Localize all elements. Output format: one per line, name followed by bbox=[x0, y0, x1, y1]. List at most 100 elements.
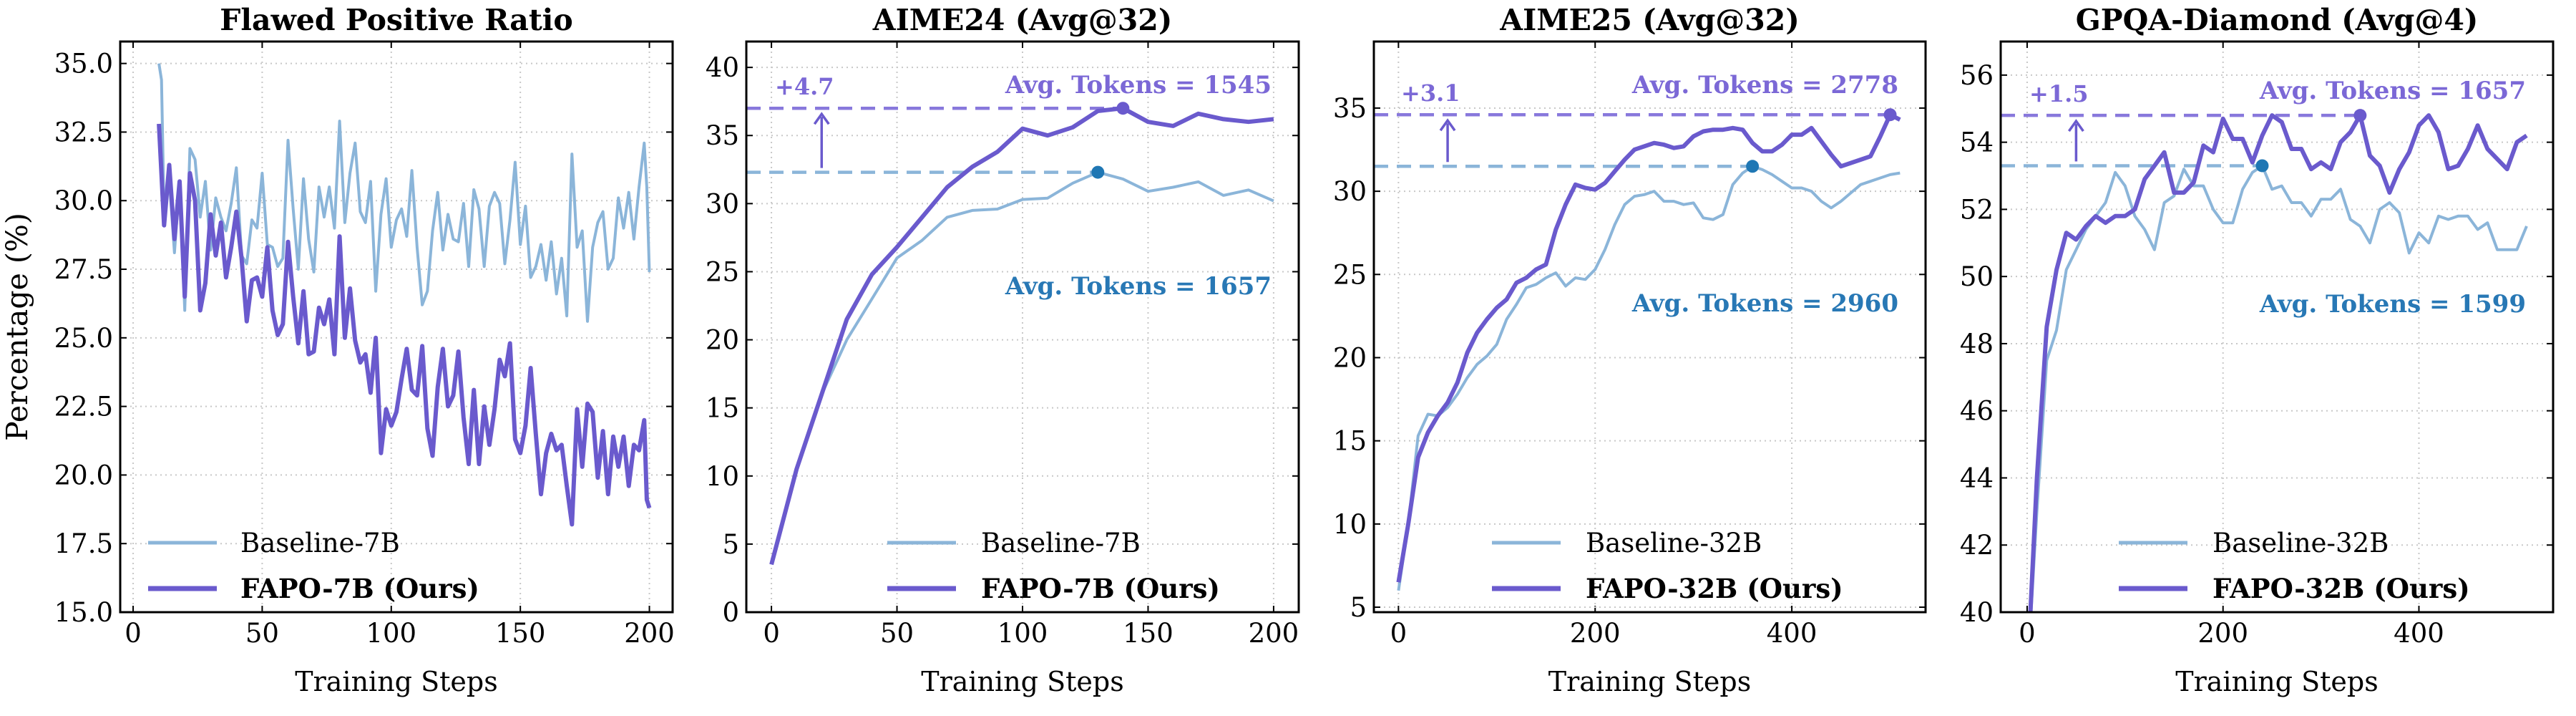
axes-frame bbox=[119, 40, 674, 614]
y-tick-label: 50 bbox=[1960, 261, 1994, 292]
y-tick-label: 15 bbox=[706, 393, 739, 424]
gain-label: +1.5 bbox=[2029, 80, 2088, 107]
axes-frame bbox=[745, 40, 1300, 614]
y-tick-label: 15.0 bbox=[54, 597, 113, 628]
x-tick-label: 0 bbox=[2019, 618, 2036, 649]
baseline-series-line bbox=[157, 63, 651, 323]
x-tick-label: 400 bbox=[1767, 618, 1818, 649]
x-axis-label: Training Steps bbox=[921, 666, 1123, 697]
y-tick-label: 25 bbox=[706, 256, 739, 287]
y-tick-label: 56 bbox=[1960, 60, 1994, 91]
x-tick-label: 150 bbox=[1123, 618, 1174, 649]
legend-label-fapo: FAPO-7B (Ours) bbox=[981, 573, 1220, 604]
subplot-title: GPQA-Diamond (Avg@4) bbox=[2076, 3, 2479, 37]
y-axis-label: Percentage (%) bbox=[0, 213, 34, 441]
axes-frame bbox=[1999, 40, 2555, 614]
fapo-series-line bbox=[1396, 112, 1901, 583]
x-tick-label: 200 bbox=[1249, 618, 1299, 649]
legend-label-fapo: FAPO-32B (Ours) bbox=[1586, 573, 1843, 604]
x-tick-label: 200 bbox=[2197, 618, 2248, 649]
legend-label-baseline: Baseline-32B bbox=[1586, 528, 1762, 558]
y-tick-label: 35.0 bbox=[54, 49, 113, 79]
y-tick-label: 0 bbox=[722, 597, 739, 628]
subplot-1: 0 50 100 150 200 15.0 17.5 20.0 22.5 25.0 27.5 30.0… bbox=[0, 3, 675, 697]
x-tick-label: 100 bbox=[997, 618, 1048, 649]
x-tick-label: 100 bbox=[366, 618, 416, 649]
baseline-series-line bbox=[1397, 165, 1901, 591]
y-tick-label: 35 bbox=[706, 120, 739, 151]
subplot-title: Flawed Positive Ratio bbox=[220, 3, 572, 37]
y-tick-label: 15 bbox=[1333, 426, 1367, 457]
baseline-avg-tokens-label: Avg. Tokens = 2960 bbox=[1631, 289, 1898, 318]
y-tick-label: 30 bbox=[1333, 176, 1367, 207]
subplot-3: 0 200 400 5 10 15 20 25 30 35 +3.1 Avg. Tokens = 27… bbox=[1333, 3, 1927, 697]
y-tick-label: 44 bbox=[1960, 463, 1994, 493]
baseline-peak-marker bbox=[2255, 159, 2269, 173]
gain-label: +4.7 bbox=[775, 73, 834, 100]
x-tick-label: 0 bbox=[763, 618, 780, 649]
y-tick-label: 42 bbox=[1960, 530, 1994, 561]
subplot-title: AIME25 (Avg@32) bbox=[1499, 3, 1799, 37]
y-tick-label: 30 bbox=[706, 188, 739, 219]
x-axis-label: Training Steps bbox=[295, 666, 497, 697]
fapo-avg-tokens-label: Avg. Tokens = 1545 bbox=[1005, 71, 1272, 100]
y-tick-label: 20 bbox=[706, 325, 739, 356]
x-tick-label: 150 bbox=[495, 618, 546, 649]
y-tick-label: 32.5 bbox=[54, 117, 113, 147]
fapo-peak-marker bbox=[1883, 108, 1897, 122]
baseline-avg-tokens-label: Avg. Tokens = 1657 bbox=[1005, 272, 1272, 301]
fapo-avg-tokens-label: Avg. Tokens = 2778 bbox=[1631, 71, 1898, 100]
y-tick-label: 48 bbox=[1960, 329, 1994, 359]
y-tick-label: 40 bbox=[706, 52, 739, 83]
arrow-up-icon bbox=[1439, 118, 1456, 132]
y-tick-label: 17.5 bbox=[54, 528, 113, 559]
arrow-up-icon bbox=[813, 112, 830, 125]
subplot-2: 0 50 100 150 200 0 5 10 15 20 25 30 35 40 +4.7 Avg. Tok… bbox=[706, 3, 1300, 697]
y-tick-label: 22.5 bbox=[54, 392, 113, 422]
y-tick-label: 25.0 bbox=[54, 323, 113, 354]
y-tick-label: 5 bbox=[722, 529, 739, 560]
gain-label: +3.1 bbox=[1401, 79, 1460, 107]
baseline-series-line bbox=[2029, 164, 2528, 612]
y-tick-label: 10 bbox=[1333, 509, 1367, 540]
subplot-title: AIME24 (Avg@32) bbox=[872, 3, 1172, 37]
x-tick-label: 200 bbox=[624, 618, 675, 649]
legend-label-fapo: FAPO-32B (Ours) bbox=[2212, 573, 2470, 604]
subplot-4: 0 200 400 40 42 44 46 48 50 52 54 56 +1.5 Avg. Tokens… bbox=[1960, 3, 2555, 697]
y-tick-label: 54 bbox=[1960, 127, 1994, 158]
x-tick-label: 400 bbox=[2394, 618, 2444, 649]
fapo-series-line bbox=[157, 123, 652, 527]
x-axis-label: Training Steps bbox=[1548, 666, 1751, 697]
fapo-peak-marker bbox=[2353, 109, 2367, 122]
axes-frame bbox=[1372, 40, 1927, 614]
x-tick-label: 0 bbox=[1390, 618, 1407, 649]
y-tick-label: 52 bbox=[1960, 194, 1994, 225]
y-tick-label: 20 bbox=[1333, 342, 1367, 373]
y-tick-label: 27.5 bbox=[54, 254, 113, 285]
x-tick-label: 50 bbox=[880, 618, 914, 649]
y-tick-label: 5 bbox=[1350, 592, 1367, 623]
x-axis-label: Training Steps bbox=[2175, 666, 2378, 697]
fapo-avg-tokens-label: Avg. Tokens = 1657 bbox=[2259, 77, 2526, 105]
y-tick-label: 10 bbox=[706, 461, 739, 492]
baseline-peak-marker bbox=[1091, 165, 1105, 179]
baseline-peak-marker bbox=[1746, 160, 1760, 173]
legend-label-baseline: Baseline-32B bbox=[2212, 528, 2389, 558]
y-tick-label: 25 bbox=[1333, 259, 1367, 290]
x-tick-label: 50 bbox=[245, 618, 279, 649]
fapo-series-line bbox=[769, 106, 1274, 566]
y-tick-label: 35 bbox=[1333, 93, 1367, 124]
x-tick-label: 0 bbox=[125, 618, 142, 649]
fapo-peak-marker bbox=[1116, 102, 1130, 115]
y-tick-label: 40 bbox=[1960, 597, 1994, 628]
baseline-series-line bbox=[770, 170, 1274, 565]
y-tick-label: 30.0 bbox=[54, 185, 113, 216]
y-tick-label: 46 bbox=[1960, 396, 1994, 427]
y-tick-label: 20.0 bbox=[54, 460, 113, 490]
legend-label-fapo: FAPO-7B (Ours) bbox=[240, 573, 479, 604]
legend-label-baseline: Baseline-7B bbox=[981, 528, 1141, 558]
legend-label-baseline: Baseline-7B bbox=[240, 528, 400, 558]
baseline-avg-tokens-label: Avg. Tokens = 1599 bbox=[2259, 290, 2526, 319]
arrow-up-icon bbox=[2067, 119, 2084, 132]
